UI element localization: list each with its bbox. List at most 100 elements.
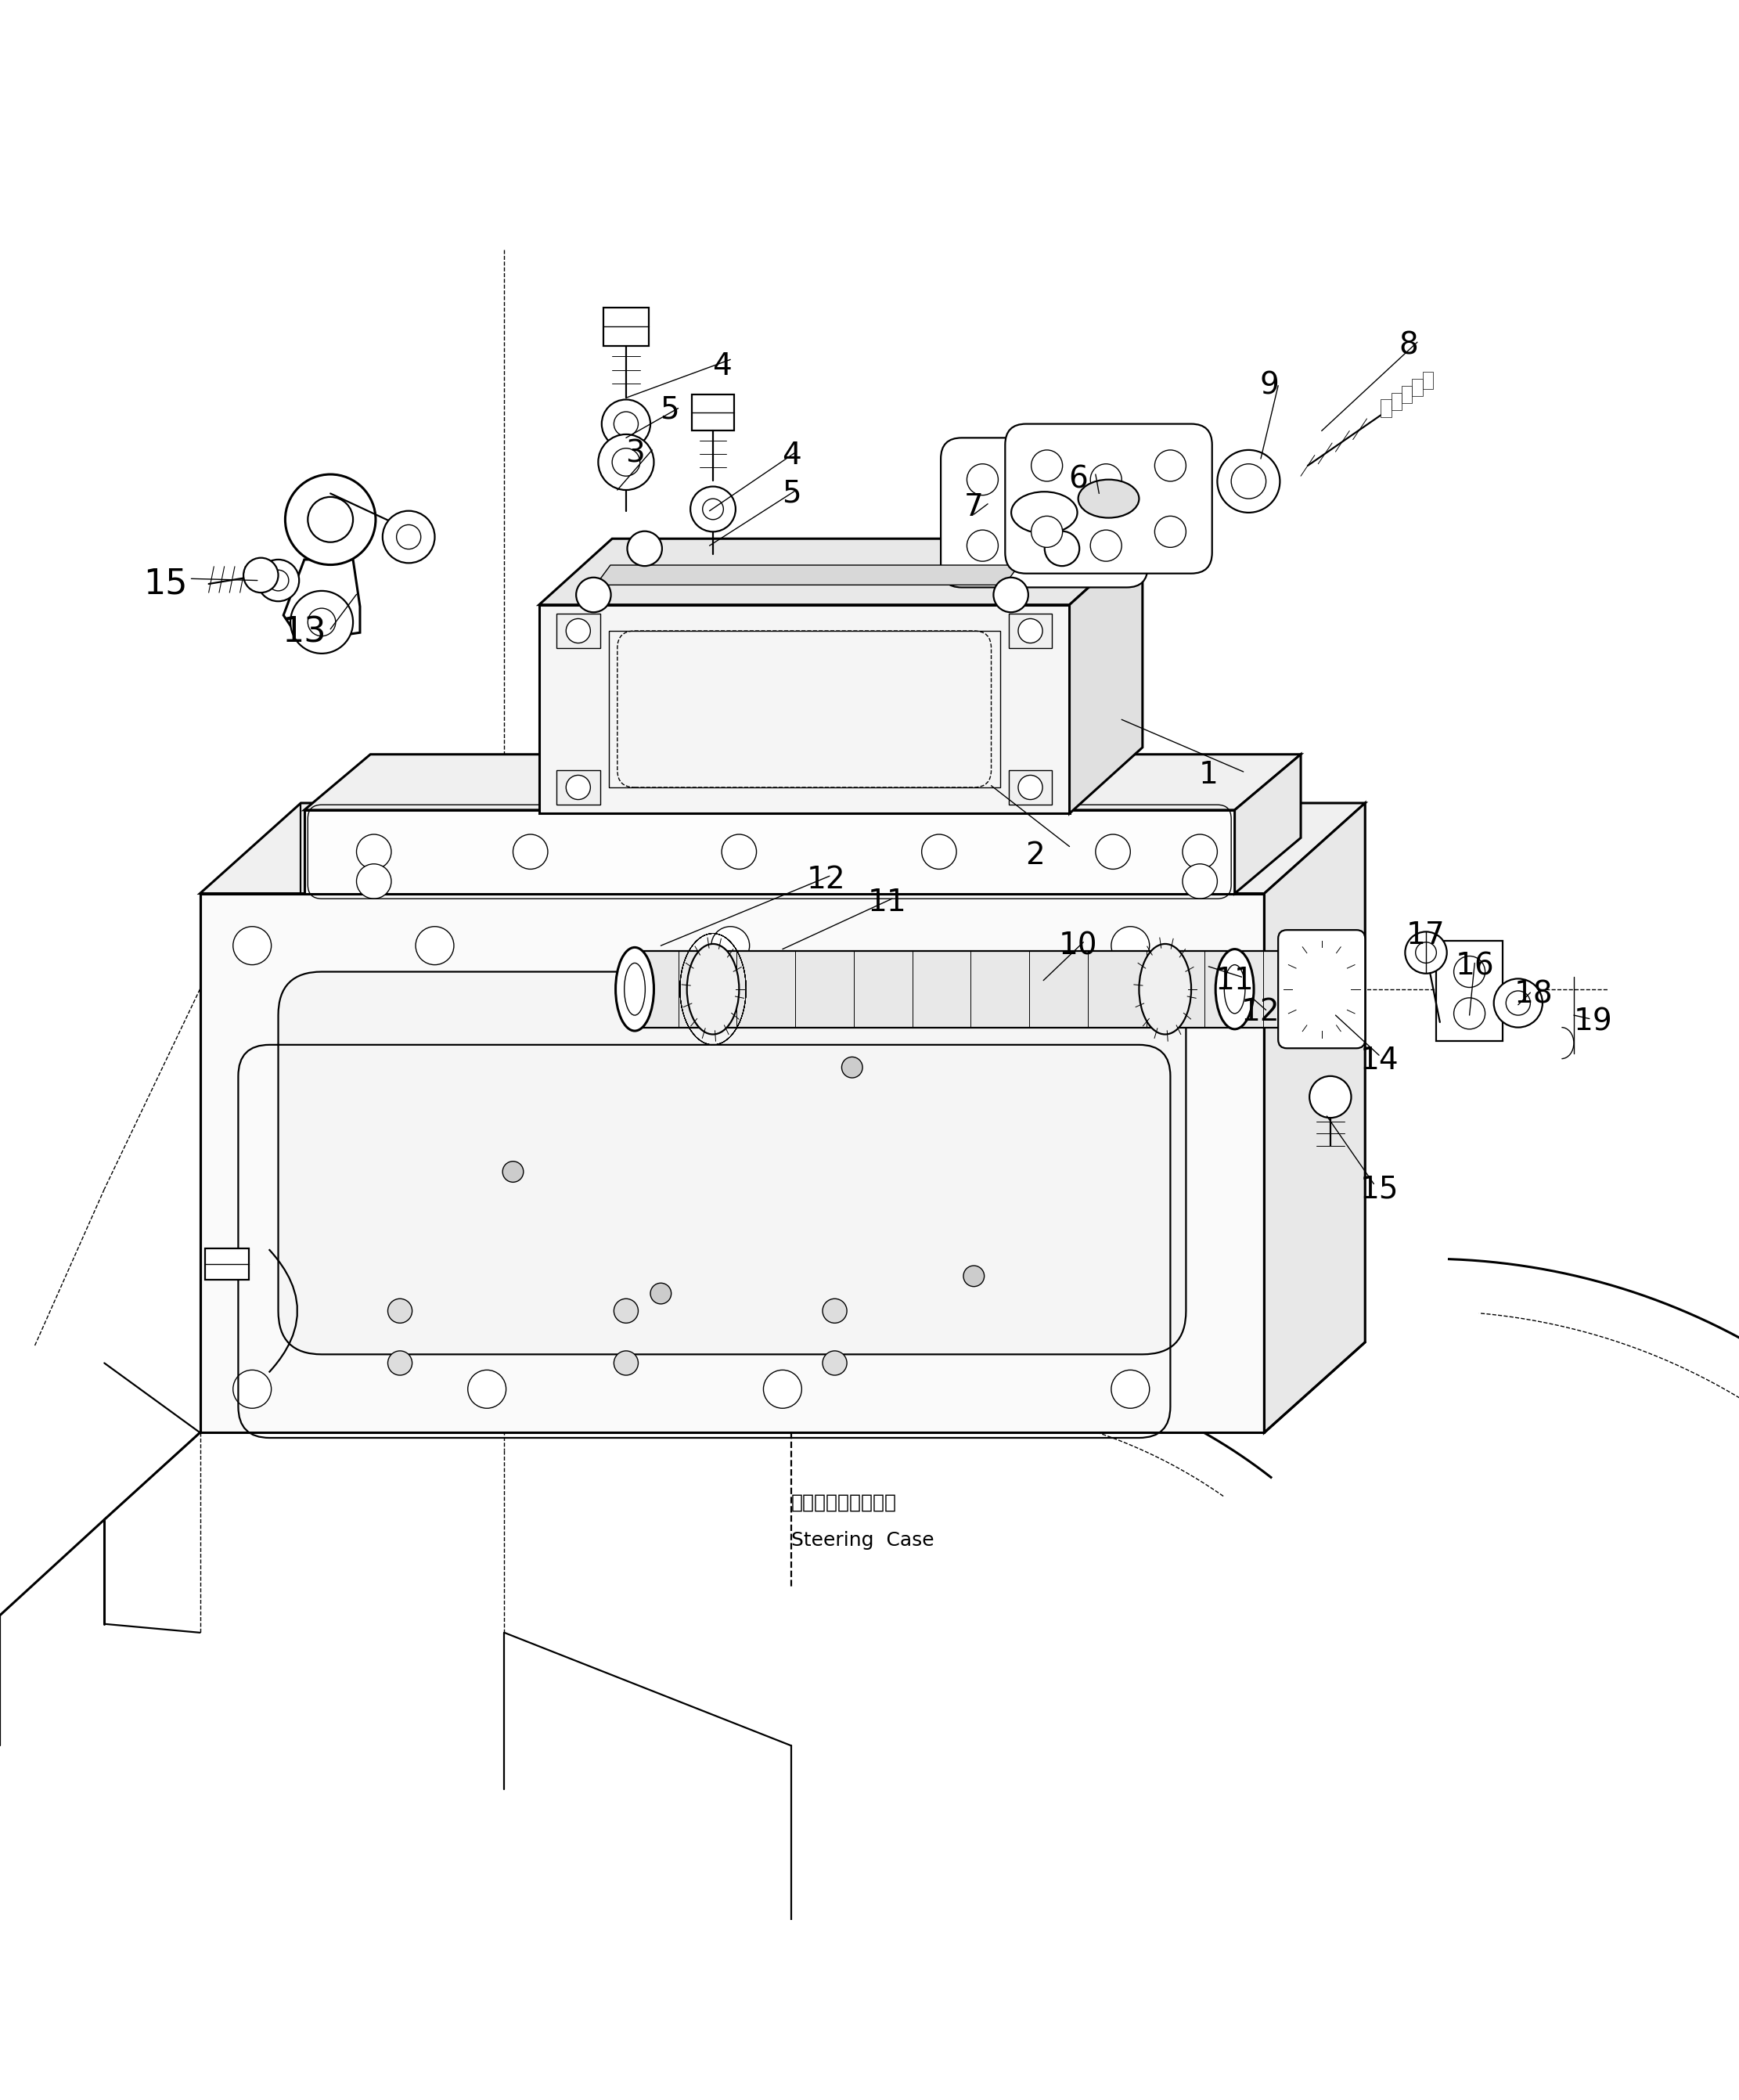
FancyBboxPatch shape — [941, 437, 1148, 588]
Bar — [609, 630, 1000, 788]
Bar — [205, 1247, 249, 1279]
Bar — [539, 605, 1069, 813]
Circle shape — [356, 863, 391, 899]
Circle shape — [650, 1283, 671, 1304]
Polygon shape — [1264, 802, 1365, 1432]
Circle shape — [993, 578, 1028, 613]
Circle shape — [383, 510, 435, 563]
Ellipse shape — [1216, 949, 1254, 1029]
Text: 16: 16 — [1456, 951, 1494, 981]
Circle shape — [1217, 449, 1280, 512]
Text: 11: 11 — [868, 888, 906, 918]
Bar — [603, 307, 649, 346]
Bar — [1009, 613, 1052, 649]
Circle shape — [285, 475, 376, 565]
Circle shape — [1031, 517, 1063, 548]
Bar — [304, 811, 1235, 892]
Circle shape — [388, 1298, 412, 1323]
Ellipse shape — [687, 943, 739, 1035]
Bar — [1381, 399, 1391, 418]
Circle shape — [388, 1350, 412, 1376]
Circle shape — [1111, 1369, 1149, 1409]
Circle shape — [243, 559, 278, 592]
Circle shape — [823, 1350, 847, 1376]
Bar — [200, 892, 1264, 1432]
Ellipse shape — [1010, 491, 1078, 533]
Bar — [556, 771, 600, 804]
Text: 5: 5 — [659, 395, 680, 424]
FancyBboxPatch shape — [1005, 424, 1212, 573]
Circle shape — [711, 926, 750, 964]
Circle shape — [922, 834, 956, 869]
Circle shape — [1031, 449, 1063, 481]
Circle shape — [290, 590, 353, 653]
Text: 6: 6 — [1068, 464, 1089, 493]
Text: 12: 12 — [1242, 997, 1280, 1027]
Circle shape — [233, 1369, 271, 1409]
Circle shape — [598, 435, 654, 489]
Text: 15: 15 — [1360, 1174, 1398, 1203]
Text: 7: 7 — [963, 493, 984, 523]
Circle shape — [1017, 620, 1042, 643]
Circle shape — [1494, 979, 1542, 1027]
Circle shape — [1111, 926, 1149, 964]
Circle shape — [1309, 1075, 1351, 1117]
Bar — [1436, 941, 1502, 1042]
Text: 4: 4 — [711, 351, 732, 382]
Circle shape — [722, 834, 756, 869]
Bar — [692, 395, 734, 430]
Circle shape — [468, 1369, 506, 1409]
Circle shape — [1155, 449, 1186, 481]
Circle shape — [233, 926, 271, 964]
Circle shape — [1405, 932, 1447, 974]
Text: 12: 12 — [807, 865, 845, 895]
Circle shape — [690, 487, 736, 531]
Ellipse shape — [616, 947, 654, 1031]
Text: 9: 9 — [1259, 372, 1280, 401]
Text: 1: 1 — [1198, 760, 1219, 790]
Polygon shape — [200, 802, 1365, 892]
Circle shape — [567, 620, 591, 643]
Circle shape — [842, 1056, 863, 1077]
Polygon shape — [1235, 754, 1301, 892]
Circle shape — [576, 578, 610, 613]
Bar — [1009, 771, 1052, 804]
Bar — [1423, 372, 1433, 388]
FancyBboxPatch shape — [1278, 930, 1365, 1048]
Bar — [1402, 386, 1412, 403]
Text: Steering  Case: Steering Case — [791, 1531, 934, 1550]
Text: 11: 11 — [1216, 966, 1254, 995]
Circle shape — [1045, 531, 1080, 567]
Bar — [1412, 378, 1423, 397]
Circle shape — [614, 1298, 638, 1323]
Text: 8: 8 — [1398, 332, 1419, 361]
Circle shape — [763, 1369, 802, 1409]
Polygon shape — [1069, 540, 1143, 813]
Circle shape — [513, 834, 548, 869]
Circle shape — [503, 1161, 523, 1182]
Circle shape — [1017, 775, 1042, 800]
Text: 10: 10 — [1059, 930, 1097, 960]
Text: ステアリングケース: ステアリングケース — [791, 1493, 897, 1512]
Polygon shape — [304, 754, 1301, 811]
Text: 18: 18 — [1515, 979, 1553, 1010]
Circle shape — [963, 1266, 984, 1287]
Circle shape — [1090, 529, 1122, 561]
Circle shape — [967, 529, 998, 561]
Polygon shape — [596, 565, 1019, 586]
Circle shape — [967, 464, 998, 496]
Text: 14: 14 — [1360, 1046, 1398, 1075]
Circle shape — [1183, 863, 1217, 899]
Text: 13: 13 — [282, 615, 327, 649]
Text: 15: 15 — [143, 567, 188, 601]
Text: 2: 2 — [1024, 840, 1045, 869]
Circle shape — [257, 559, 299, 601]
Bar — [556, 613, 600, 649]
Circle shape — [1090, 464, 1122, 496]
Circle shape — [356, 834, 391, 869]
Ellipse shape — [1139, 943, 1191, 1035]
Bar — [1391, 393, 1402, 410]
Circle shape — [567, 775, 591, 800]
Circle shape — [602, 399, 650, 447]
Text: 19: 19 — [1574, 1008, 1612, 1037]
